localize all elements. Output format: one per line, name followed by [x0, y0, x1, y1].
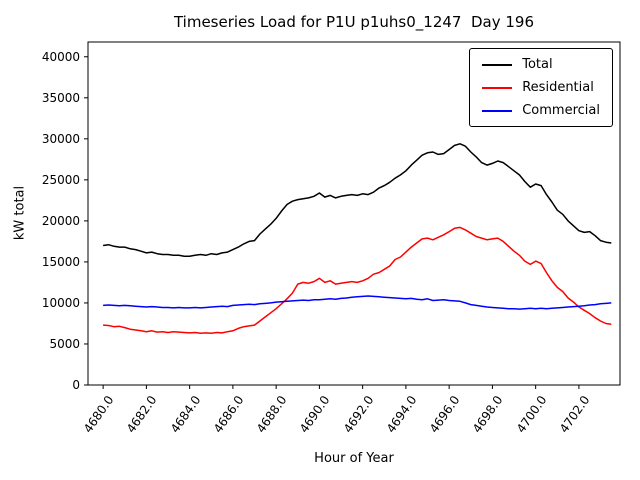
y-tick-label: 35000: [41, 90, 80, 105]
legend-label: Residential: [522, 80, 594, 95]
legend-line-sample: [482, 86, 513, 89]
y-axis-label: kW total: [12, 185, 28, 241]
legend-entry-commercial: Commercial: [482, 103, 600, 118]
legend-label: Commercial: [522, 103, 600, 118]
legend-entry-total: Total: [482, 57, 600, 72]
legend-label: Total: [522, 57, 553, 72]
y-tick-label: 40000: [41, 49, 80, 64]
legend-entry-residential: Residential: [482, 80, 600, 95]
legend: Total Residential Commercial: [469, 48, 613, 127]
y-tick-label: 15000: [41, 254, 80, 269]
y-tick-label: 20000: [41, 213, 80, 228]
y-tick-label: 0: [72, 378, 80, 392]
y-tick-label: 10000: [41, 295, 80, 310]
y-tick-label: 5000: [49, 336, 80, 351]
series-line-residential: [103, 226, 612, 335]
series-line-total: [102, 143, 612, 257]
x-axis-label: Hour of Year: [314, 451, 394, 466]
y-tick-label: 25000: [41, 172, 80, 187]
legend-line-sample: [482, 109, 513, 112]
legend-line-sample: [482, 63, 513, 66]
chart-title: Timeseries Load for P1U p1uhs0_1247 Day …: [173, 13, 535, 31]
y-tick-label: 30000: [41, 131, 80, 146]
series-line-commercial: [103, 295, 612, 310]
plot-border: [87, 41, 621, 386]
